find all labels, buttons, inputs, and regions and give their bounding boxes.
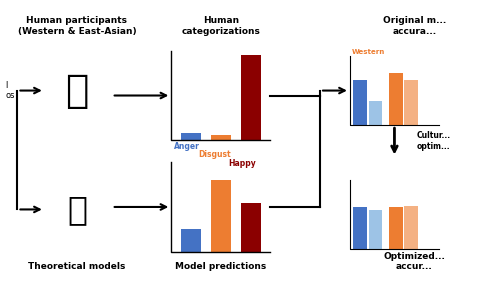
Bar	[389, 208, 402, 249]
Bar	[211, 135, 231, 140]
Text: Model predictions: Model predictions	[175, 262, 266, 272]
Bar	[211, 180, 231, 252]
Bar	[181, 229, 201, 252]
Text: Human participants
(Western & East-Asian): Human participants (Western & East-Asian…	[18, 16, 136, 36]
Text: Theoretical models: Theoretical models	[28, 262, 126, 272]
Text: Original m...
accura...: Original m... accura...	[382, 16, 446, 36]
Text: Cultur...
optim...: Cultur... optim...	[417, 131, 451, 151]
Text: Western: Western	[352, 49, 386, 55]
Text: Disgust: Disgust	[198, 150, 231, 159]
Text: l
os: l os	[5, 81, 15, 100]
Bar	[354, 208, 367, 249]
Bar	[404, 206, 418, 249]
Bar	[368, 209, 382, 249]
Bar	[404, 80, 418, 125]
Text: Human
categorizations: Human categorizations	[182, 16, 260, 36]
Bar	[389, 73, 402, 125]
Text: 📖: 📖	[67, 193, 87, 226]
Text: Optimized...
accur...: Optimized... accur...	[384, 252, 445, 272]
Bar	[181, 133, 201, 140]
Text: Anger: Anger	[174, 142, 200, 151]
Bar	[240, 56, 260, 140]
Bar	[368, 101, 382, 125]
Text: Happy: Happy	[228, 159, 256, 168]
Bar	[354, 80, 367, 125]
Bar	[240, 202, 260, 252]
Text: 👤: 👤	[66, 72, 88, 110]
